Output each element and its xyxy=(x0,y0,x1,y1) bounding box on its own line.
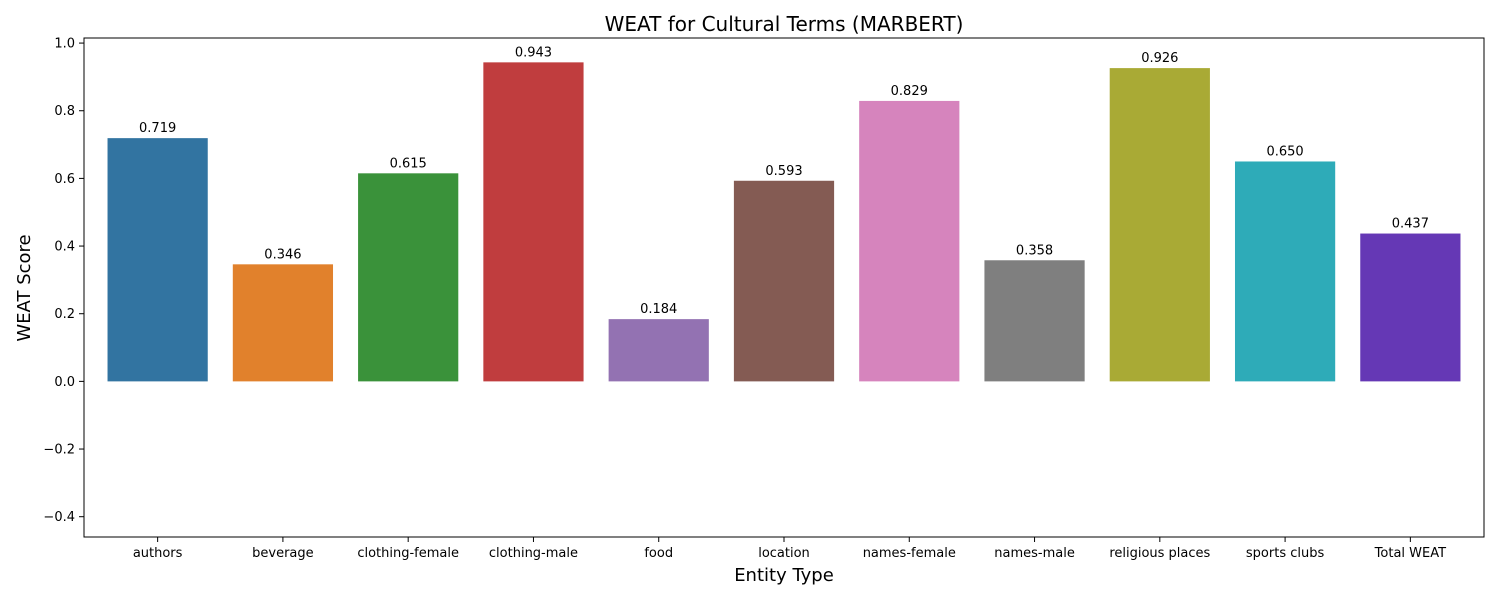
x-tick-label: clothing-female xyxy=(357,546,459,561)
bar-names-female xyxy=(859,100,960,382)
bars-layer xyxy=(107,62,1461,382)
bar-food xyxy=(608,319,709,382)
x-tick-label: names-female xyxy=(863,546,956,561)
bar-sports-clubs xyxy=(1234,161,1336,382)
data-label: 0.829 xyxy=(891,84,928,99)
data-labels-layer: 0.719 0.346 0.615 0.943 0.184 0.593 0.829 0.358… xyxy=(139,45,1429,317)
chart-title: WEAT for Cultural Terms (MARBERT) xyxy=(605,12,964,36)
y-tick-label: 1.0 xyxy=(54,37,75,52)
x-tick-label: clothing-male xyxy=(489,546,578,561)
bar-authors xyxy=(107,138,208,382)
y-tick-label: 0.2 xyxy=(54,307,75,322)
plot-area-frame xyxy=(83,37,1485,538)
x-tick-label: Total WEAT xyxy=(1374,546,1446,561)
x-axis-ticks: authors beverage clothing-female clothing-m… xyxy=(133,537,1446,561)
data-label: 0.943 xyxy=(515,45,552,60)
x-tick-label: beverage xyxy=(252,546,314,561)
y-tick-label: −0.2 xyxy=(43,443,75,458)
y-tick-label: 0.4 xyxy=(54,240,75,255)
x-tick-label: authors xyxy=(133,546,183,561)
y-axis-label: WEAT Score xyxy=(14,234,35,341)
x-tick-label: names-male xyxy=(994,546,1075,561)
bar-clothing-male xyxy=(483,62,584,382)
y-tick-label: −0.4 xyxy=(43,510,75,525)
bar-beverage xyxy=(232,264,334,382)
bar-location xyxy=(733,180,835,382)
y-tick-label: 0.6 xyxy=(54,172,75,187)
bar-total-weat xyxy=(1360,233,1461,382)
y-tick-label: 0.8 xyxy=(54,104,75,119)
x-axis-label: Entity Type xyxy=(734,565,834,586)
data-label: 0.926 xyxy=(1141,51,1178,66)
data-label: 0.719 xyxy=(139,121,176,136)
bar-clothing-female xyxy=(358,173,459,382)
y-tick-label: 0.0 xyxy=(54,375,75,390)
x-tick-label: food xyxy=(644,546,673,561)
data-label: 0.184 xyxy=(640,302,677,317)
data-label: 0.593 xyxy=(765,164,802,179)
bar-names-male xyxy=(984,260,1085,382)
x-tick-label: religious places xyxy=(1109,546,1210,561)
data-label: 0.650 xyxy=(1266,144,1303,159)
y-axis-ticks: −0.4 −0.2 0.0 0.2 0.4 0.6 0.8 1.0 xyxy=(43,37,84,525)
data-label: 0.346 xyxy=(264,247,301,262)
bar-religious-places xyxy=(1109,68,1210,382)
x-tick-label: sports clubs xyxy=(1246,546,1325,561)
data-label: 0.358 xyxy=(1016,243,1053,258)
data-label: 0.615 xyxy=(390,156,427,171)
data-label: 0.437 xyxy=(1392,217,1429,232)
x-tick-label: location xyxy=(758,546,810,561)
